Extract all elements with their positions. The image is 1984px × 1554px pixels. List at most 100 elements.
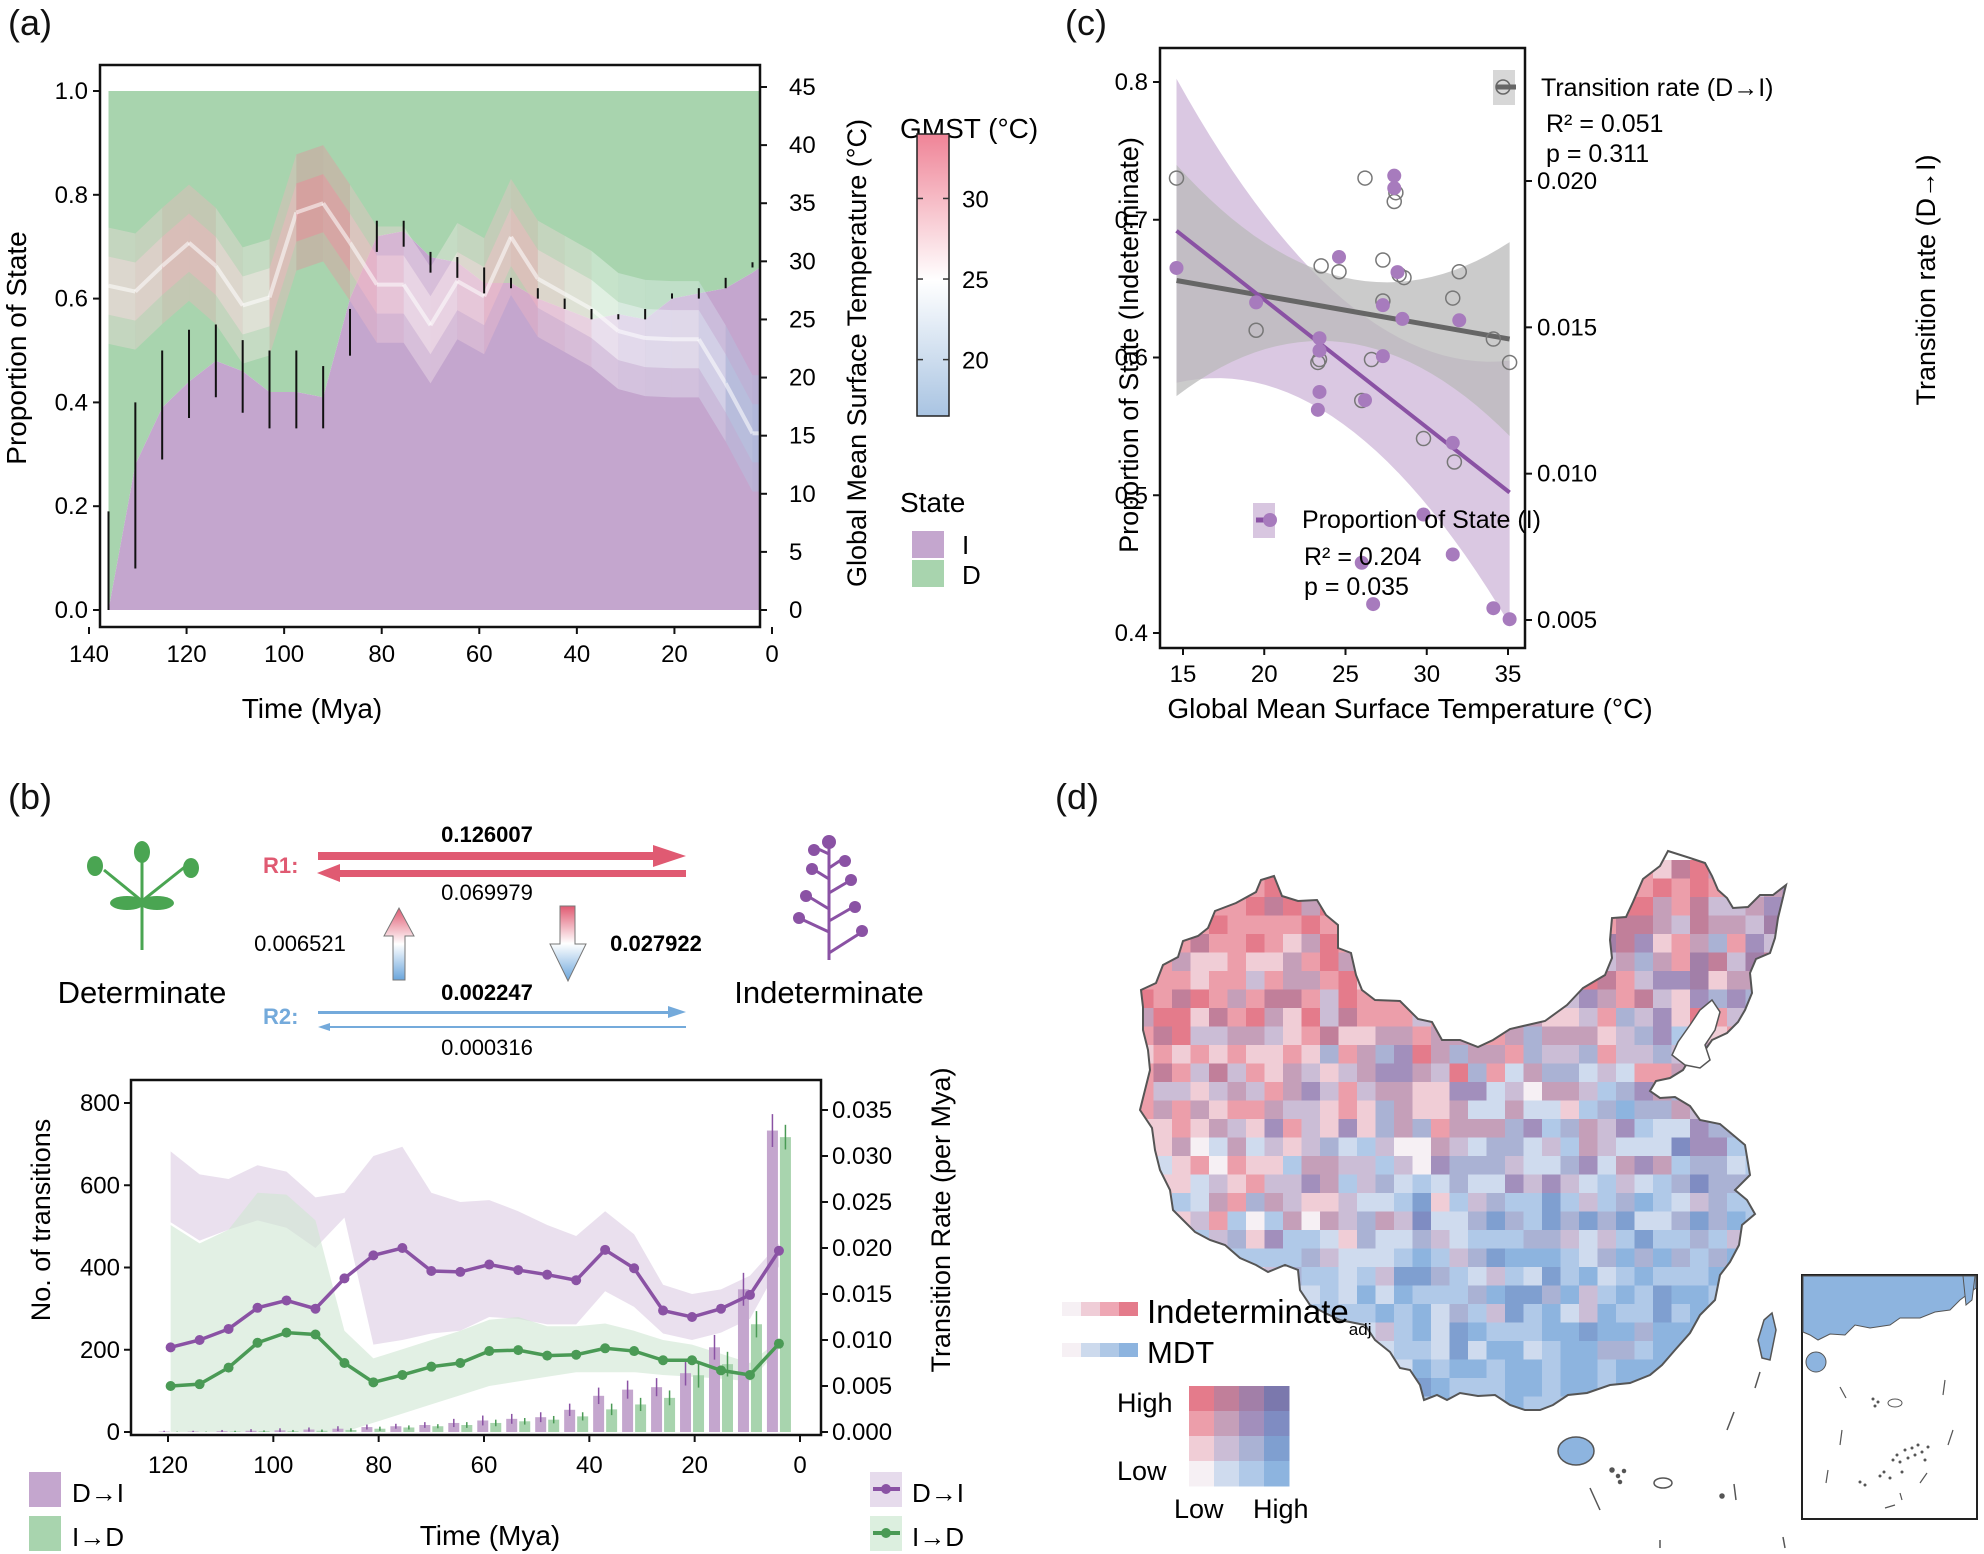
map-grid-cell <box>1486 897 1506 916</box>
r2-forward-arrowhead <box>668 1006 686 1018</box>
map-grid-cell <box>1579 1341 1598 1360</box>
map-grid-cell <box>1764 1359 1783 1379</box>
map-grid-cell <box>1320 1359 1339 1379</box>
map-grid-cell <box>1209 1211 1228 1231</box>
map-grid-cell <box>1209 1026 1228 1046</box>
map-grid-cell <box>1140 1267 1154 1286</box>
map-grid-cell <box>1671 952 1691 972</box>
map-grid-cell <box>1357 1248 1376 1268</box>
map-grid-cell <box>1764 1082 1783 1101</box>
map-grid-cell <box>1140 897 1154 916</box>
y-tick-label-a: 0.4 <box>55 389 88 416</box>
map-grid-cell <box>1431 971 1450 990</box>
map-grid-cell <box>1357 1285 1376 1305</box>
map-grid-cell <box>1653 915 1672 935</box>
map-grid-cell <box>1616 1211 1635 1231</box>
map-grid-cell <box>1745 1359 1765 1379</box>
map-grid-cell <box>1357 1267 1376 1286</box>
rate-point <box>716 1303 726 1314</box>
x-tick-label-a: 0 <box>765 641 778 668</box>
map-grid-cell <box>1616 989 1635 1009</box>
map-grid-cell <box>1140 1137 1154 1157</box>
legend-swatch-i <box>912 531 944 558</box>
map-grid-cell <box>1283 1082 1302 1101</box>
map-grid-cell <box>1449 1211 1469 1231</box>
x-tick-label-b: 0 <box>793 1452 806 1479</box>
map-grid-cell <box>1597 1174 1617 1194</box>
map-grid-cell <box>1579 1082 1598 1101</box>
map-grid-cell <box>1671 1082 1691 1101</box>
bivariate-legend-cell <box>1239 1386 1265 1412</box>
map-grid-cell <box>1283 860 1302 879</box>
bivariate-legend-cell <box>1239 1436 1265 1462</box>
map-grid-cell <box>1764 1211 1783 1231</box>
map-grid-cell <box>1579 1119 1598 1138</box>
map-grid-cell <box>1283 1230 1302 1249</box>
map-grid-cell <box>1708 952 1728 972</box>
map-grid-cell <box>1523 1137 1543 1157</box>
indeterminate-label: Indeterminate <box>734 975 924 1010</box>
map-grid-cell <box>1782 989 1786 1009</box>
map-grid-cell <box>1468 1415 1487 1434</box>
map-grid-cell <box>1764 1230 1783 1249</box>
map-grid-cell <box>1338 1267 1358 1286</box>
rate-point <box>629 1263 640 1274</box>
map-grid-cell <box>1394 915 1413 935</box>
data-point-rate <box>1445 290 1461 306</box>
map-grid-cell <box>1727 971 1746 990</box>
map-grid-cell <box>1745 1304 1765 1323</box>
map-grid-cell <box>1708 1156 1728 1175</box>
map-grid-cell <box>1560 1174 1580 1194</box>
map-grid-cell <box>1449 860 1469 879</box>
bar-i-to-d <box>548 1419 560 1432</box>
y-tick-label-a: 0.0 <box>55 597 88 624</box>
data-point-proportion <box>1312 343 1327 358</box>
map-grid-cell <box>1616 1137 1635 1157</box>
y2-tick-label-b: 0.005 <box>832 1373 892 1400</box>
map-grid-cell <box>1579 1415 1598 1434</box>
rate-point <box>744 1289 755 1300</box>
map-grid-cell <box>1394 1193 1413 1212</box>
map-grid-cell <box>1246 1119 1265 1138</box>
map-grid-cell <box>1264 1026 1284 1046</box>
map-grid-cell <box>1634 952 1654 972</box>
map-grid-cell <box>1264 1230 1284 1249</box>
bar-i-to-d <box>432 1426 444 1432</box>
map-grid-cell <box>1468 915 1487 935</box>
map-grid-cell <box>1542 1119 1561 1138</box>
map-grid-cell <box>1764 1156 1783 1175</box>
map-grid-cell <box>1246 1230 1265 1249</box>
map-grid-cell <box>1449 1396 1469 1410</box>
map-grid-cell <box>1597 1193 1617 1212</box>
map-grid-cell <box>1616 1045 1635 1064</box>
map-grid-cell <box>1246 952 1265 972</box>
map-grid-cell <box>1394 1378 1413 1397</box>
map-grid-cell <box>1745 1230 1765 1249</box>
map-grid-cell <box>1320 1082 1339 1101</box>
map-grid-cell <box>1209 1137 1228 1157</box>
map-grid-cell <box>1431 1193 1450 1212</box>
map-grid-cell <box>1301 1063 1321 1083</box>
map-grid-cell <box>1634 1063 1654 1083</box>
map-grid-cell <box>1486 934 1506 953</box>
map-grid-cell <box>1431 897 1450 916</box>
map-grid-cell <box>1431 1230 1450 1249</box>
r1-backward-arrowhead <box>317 864 340 882</box>
map-grid-cell <box>1727 1119 1746 1138</box>
y-tick-label-c: 0.7 <box>1115 207 1148 234</box>
map-grid-cell <box>1671 1230 1691 1249</box>
data-point-proportion <box>1312 331 1327 346</box>
map-grid-cell <box>1375 1156 1395 1175</box>
map-grid-cell <box>1375 1248 1395 1268</box>
map-grid-cell <box>1357 897 1376 916</box>
r1-label: R1: <box>263 853 298 878</box>
rate-point <box>571 1275 582 1286</box>
gmst-line-segment <box>348 241 379 286</box>
rate-point <box>194 1335 205 1345</box>
map-grid-cell <box>1209 915 1228 935</box>
map-grid-cell <box>1597 1082 1617 1101</box>
gmst-line-segment <box>214 264 245 307</box>
map-grid-cell <box>1671 1119 1691 1138</box>
map-grid-cell <box>1357 1174 1376 1194</box>
map-grid-cell <box>1227 1230 1247 1249</box>
